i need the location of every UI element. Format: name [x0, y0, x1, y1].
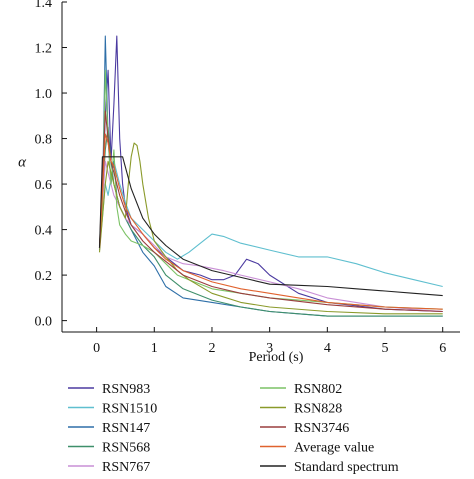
series-line-rsn3746: [98, 110, 443, 313]
x-tick-label: 5: [382, 341, 389, 356]
y-tick-label: 1.4: [35, 0, 53, 11]
series-line-rsn828: [98, 142, 443, 315]
series-line-rsn802: [98, 69, 443, 310]
x-tick-label: 3: [266, 341, 273, 356]
y-tick-label: 0.6: [35, 178, 53, 193]
y-tick-label: 0.2: [35, 269, 53, 284]
series-line-rsn767: [98, 160, 443, 313]
legend-label: RSN568: [102, 441, 150, 456]
series-line-rsn568: [98, 126, 443, 317]
x-tick-label: 6: [439, 341, 446, 356]
series-line-average-value: [98, 133, 443, 310]
y-tick-label: 0.0: [35, 315, 53, 330]
legend-label: RSN983: [102, 382, 150, 397]
y-tick-label: 1.0: [35, 87, 53, 102]
series-line-rsn983: [98, 35, 443, 313]
x-tick-label: 2: [208, 341, 215, 356]
x-tick-label: 0: [93, 341, 100, 356]
legend-label: Average value: [294, 441, 374, 456]
x-axis-label: Period (s): [249, 350, 304, 365]
y-tick-label: 0.8: [35, 133, 53, 148]
x-tick-label: 1: [151, 341, 158, 356]
legend-label: RSN147: [102, 421, 150, 436]
legend-label: RSN828: [294, 402, 342, 417]
legend-label: RSN3746: [294, 421, 349, 436]
series-line-standard-spectrum: [98, 156, 443, 297]
legend-label: RSN767: [102, 460, 150, 474]
x-tick-label: 4: [324, 341, 331, 356]
legend-label: RSN1510: [102, 402, 157, 417]
y-axis-label: α: [18, 154, 27, 170]
series-line-rsn1510: [98, 160, 443, 288]
legend-label: RSN802: [294, 382, 342, 397]
legend-label: Standard spectrum: [294, 460, 399, 474]
y-tick-label: 0.4: [35, 224, 53, 239]
y-tick-label: 1.2: [35, 42, 53, 57]
